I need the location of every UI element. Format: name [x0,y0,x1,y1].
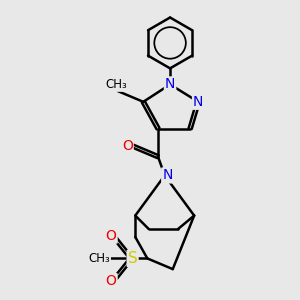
Text: O: O [122,139,133,153]
Text: CH₃: CH₃ [106,78,128,91]
Text: N: N [193,95,203,109]
Text: CH₃: CH₃ [88,252,110,265]
Text: N: N [165,77,175,92]
Text: S: S [128,251,137,266]
Text: O: O [106,229,117,243]
Text: N: N [162,168,172,182]
Text: O: O [106,274,117,288]
